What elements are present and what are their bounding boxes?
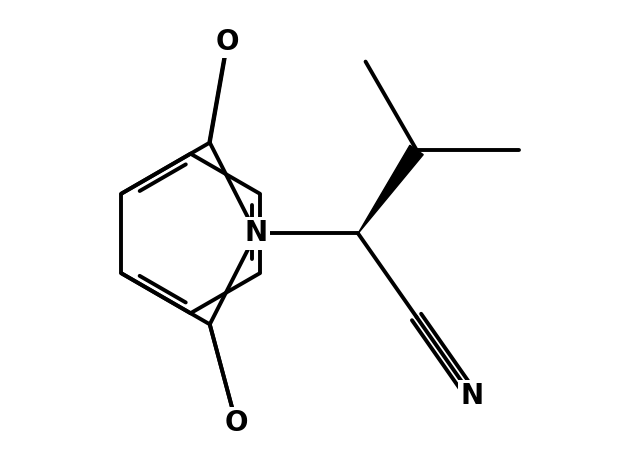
Text: O: O xyxy=(225,409,248,437)
Text: O: O xyxy=(216,28,239,56)
Polygon shape xyxy=(358,145,423,233)
Text: N: N xyxy=(461,382,484,410)
Text: N: N xyxy=(244,219,268,247)
